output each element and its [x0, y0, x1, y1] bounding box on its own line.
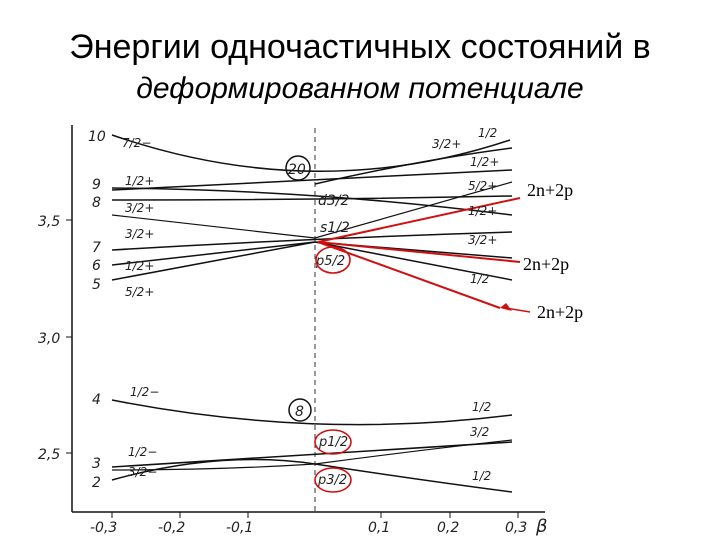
level-number: 5: [92, 277, 101, 293]
red-arrow-1: [317, 197, 521, 243]
level-curve-d32-b: [111, 181, 513, 239]
omega-label-left: 1/2+: [125, 259, 154, 273]
omega-label-right: 1/2: [472, 400, 491, 414]
omega-label-right: 1/2: [472, 469, 491, 483]
y-tick-label: 3,0: [38, 331, 60, 347]
x-tick-label: 0,1: [368, 520, 390, 536]
state-p32: p3/2: [317, 473, 347, 488]
annotation-2n2p-2: 2n+2p: [523, 254, 569, 274]
level-number: 4: [92, 392, 101, 408]
omega-label-left: 5/2+: [125, 285, 154, 299]
shell-20-circle: [285, 155, 311, 181]
x-tick-label: 0,2: [437, 520, 459, 536]
level-curve-4: [111, 399, 513, 426]
omega-label-right: 3/2+: [468, 233, 497, 247]
omega-label-right: 1/2+: [470, 155, 499, 169]
annotation-2n2p-1: 2n+2p: [527, 180, 573, 200]
level-curve-10: [111, 134, 511, 173]
omega-label-left: 1/2+: [125, 174, 154, 188]
omega-label-left: 3/2+: [125, 227, 154, 241]
shell-8-circle: [288, 398, 312, 422]
level-number: 9: [92, 177, 101, 193]
state-d32: d3/2: [318, 193, 350, 209]
level-number: 7: [92, 240, 101, 256]
state-p12: p1/2: [318, 435, 348, 450]
level-number: 6: [92, 258, 101, 274]
omega-label-left: 7/2−: [122, 136, 151, 150]
omega-label-left: 1/2−: [128, 445, 157, 459]
highlight-p12: [314, 429, 352, 455]
omega-label-left: 3/2−: [128, 465, 157, 479]
level-number: 2: [92, 475, 101, 491]
omega-label-right: 3/2+: [432, 137, 461, 151]
omega-label-right: 3/2: [470, 425, 489, 439]
level-curve-d32-a: [111, 187, 513, 216]
annotation-2n2p-3: 2n+2p: [537, 302, 583, 322]
slide-subtitle: деформированном потенциале: [136, 72, 584, 105]
slide-title: Энергии одночастичных состояний в: [69, 28, 651, 66]
omega-label-right: 1/2: [478, 126, 497, 140]
red-arrow-2: [317, 241, 521, 263]
omega-label-right: 1/2: [470, 272, 489, 286]
omega-label-left: 3/2+: [125, 201, 154, 215]
shell-8-label: 8: [295, 404, 304, 420]
y-tick-label: 2,5: [38, 447, 60, 463]
y-tick-label: 3,5: [38, 214, 60, 230]
level-curve-5: [111, 241, 513, 281]
omega-label-left: 1/2−: [130, 385, 159, 399]
level-number: 8: [92, 195, 101, 211]
red-arrow-3: [317, 241, 501, 309]
omega-label-right: 5/2+: [468, 179, 497, 193]
x-tick-label: -0,2: [158, 520, 185, 536]
arrow-3-tail: [505, 307, 531, 313]
level-curve-upper-right: [314, 147, 513, 185]
level-number: 10: [88, 129, 106, 145]
level-curve-7: [111, 231, 513, 251]
highlight-p32: [314, 467, 352, 493]
state-p52: p5/2: [315, 254, 345, 269]
state-s12: s1/2: [320, 220, 350, 236]
x-tick-label: -0,3: [90, 520, 117, 536]
level-curve-9: [111, 169, 513, 191]
shell-20-label: 20: [288, 162, 306, 178]
omega-label-right: 1/2+: [468, 204, 497, 218]
x-tick-label: -0,1: [226, 520, 253, 536]
level-number: 3: [92, 456, 101, 472]
x-tick-label: 0,3: [505, 520, 527, 536]
arrow-head-3: [500, 303, 512, 311]
level-curve-p12: [111, 439, 513, 471]
level-curve-6: [111, 241, 513, 266]
x-axis-label: β: [535, 516, 548, 537]
